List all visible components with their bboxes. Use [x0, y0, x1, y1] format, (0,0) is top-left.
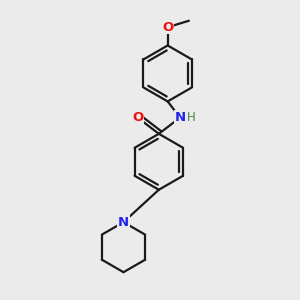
Text: H: H	[187, 111, 196, 124]
Text: O: O	[132, 111, 143, 124]
Text: N: N	[118, 216, 129, 229]
Text: N: N	[175, 111, 186, 124]
Text: O: O	[162, 21, 173, 34]
